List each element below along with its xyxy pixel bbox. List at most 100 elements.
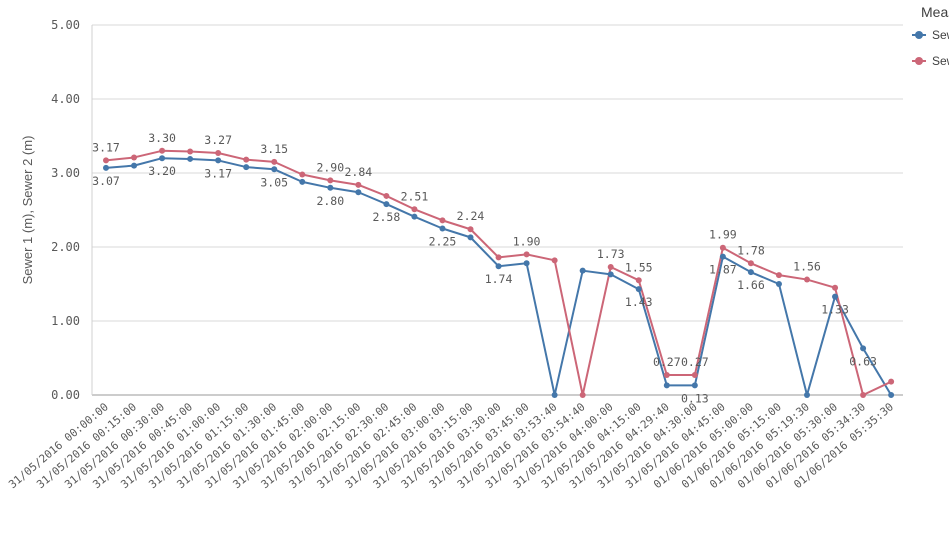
data-point [607, 263, 614, 270]
data-point [439, 225, 446, 232]
y-tick-label: 2.00 [51, 240, 80, 254]
data-point [271, 166, 278, 173]
data-point [804, 392, 810, 398]
data-label: 2.58 [373, 210, 401, 224]
data-point [832, 284, 839, 291]
data-label: 1.99 [709, 228, 737, 242]
data-point [187, 148, 194, 155]
data-point [299, 171, 306, 178]
data-point [888, 378, 895, 385]
data-point [103, 157, 109, 164]
data-point [775, 272, 782, 279]
data-point [747, 260, 754, 267]
data-label: 0.13 [681, 391, 709, 405]
data-label: 3.30 [148, 131, 176, 145]
y-tick-label: 3.00 [51, 166, 80, 180]
data-point [832, 293, 839, 300]
data-label: 1.56 [793, 260, 821, 274]
data-point [691, 382, 698, 389]
y-tick-label: 1.00 [51, 314, 80, 328]
data-label: 2.80 [316, 194, 344, 208]
data-point [860, 345, 867, 352]
data-point [159, 147, 166, 154]
data-label: 0.27 [681, 355, 709, 369]
data-point [467, 226, 474, 233]
data-point [607, 271, 614, 278]
data-point [131, 154, 138, 161]
data-label: 1.78 [737, 243, 765, 257]
legend-item-sewer-2[interactable]: Sewer 2 (m) [912, 54, 949, 68]
data-point [383, 201, 390, 208]
data-point [747, 269, 754, 276]
data-label: 2.84 [345, 165, 373, 179]
data-label: 1.87 [709, 263, 737, 277]
data-point [663, 382, 670, 389]
data-point [635, 277, 642, 284]
data-point [579, 392, 586, 398]
data-label: 1.33 [821, 303, 849, 317]
data-point [103, 164, 109, 171]
data-label: 3.07 [92, 174, 120, 188]
data-label: 0.63 [849, 354, 877, 368]
data-point [327, 177, 334, 184]
legend-item-sewer-1[interactable]: Sewer 1 (m) [912, 28, 949, 42]
data-label: 2.51 [401, 189, 429, 203]
data-point [691, 372, 698, 379]
data-label: 2.24 [457, 209, 485, 223]
data-point [495, 254, 502, 261]
data-point [467, 234, 474, 241]
data-point [355, 181, 362, 188]
series-marker-icon [912, 31, 926, 39]
data-point [860, 392, 867, 398]
data-point [215, 157, 222, 164]
data-label: 3.20 [148, 164, 176, 178]
data-point [495, 263, 502, 270]
data-point [383, 192, 390, 199]
legend: Measures Sewer 1 (m) Sewer 2 (m) [903, 0, 949, 80]
data-point [215, 150, 222, 157]
data-point [243, 156, 250, 163]
series-marker-icon [912, 57, 926, 65]
data-point [411, 213, 418, 220]
data-point [551, 257, 558, 264]
data-label: 1.43 [625, 295, 653, 309]
data-label: 2.25 [429, 235, 457, 249]
data-point [271, 158, 278, 165]
data-point [131, 162, 138, 169]
data-label: 1.73 [597, 247, 625, 261]
data-point [719, 244, 726, 251]
data-point [663, 372, 670, 379]
data-label: 3.27 [204, 133, 232, 147]
data-label: 1.55 [625, 260, 653, 274]
y-tick-label: 5.00 [51, 18, 80, 32]
data-point [551, 392, 558, 398]
data-point [523, 260, 530, 267]
data-label: 3.15 [260, 142, 288, 156]
data-point [719, 253, 726, 260]
data-point [804, 276, 810, 283]
data-label: 0.27 [653, 355, 681, 369]
data-point [299, 178, 306, 185]
data-point [523, 251, 530, 258]
legend-label: Sewer 1 (m) [932, 28, 949, 42]
legend-label: Sewer 2 (m) [932, 54, 949, 68]
data-label: 1.90 [513, 234, 541, 248]
data-point [327, 184, 334, 191]
data-point [159, 155, 166, 162]
y-tick-label: 0.00 [51, 388, 80, 402]
data-label: 3.17 [204, 166, 232, 180]
data-label: 3.17 [92, 140, 120, 154]
data-label: 2.90 [316, 160, 344, 174]
data-point [775, 281, 782, 287]
data-label: 3.05 [260, 175, 288, 189]
data-point [439, 217, 446, 224]
y-axis-title: Sewer 1 (m), Sewer 2 (m) [20, 136, 35, 285]
data-point [411, 206, 418, 213]
data-point [355, 189, 362, 196]
y-tick-label: 4.00 [51, 92, 80, 106]
data-point [888, 392, 895, 398]
data-point [187, 155, 194, 162]
legend-title: Measures [921, 4, 949, 20]
data-point [635, 286, 642, 293]
